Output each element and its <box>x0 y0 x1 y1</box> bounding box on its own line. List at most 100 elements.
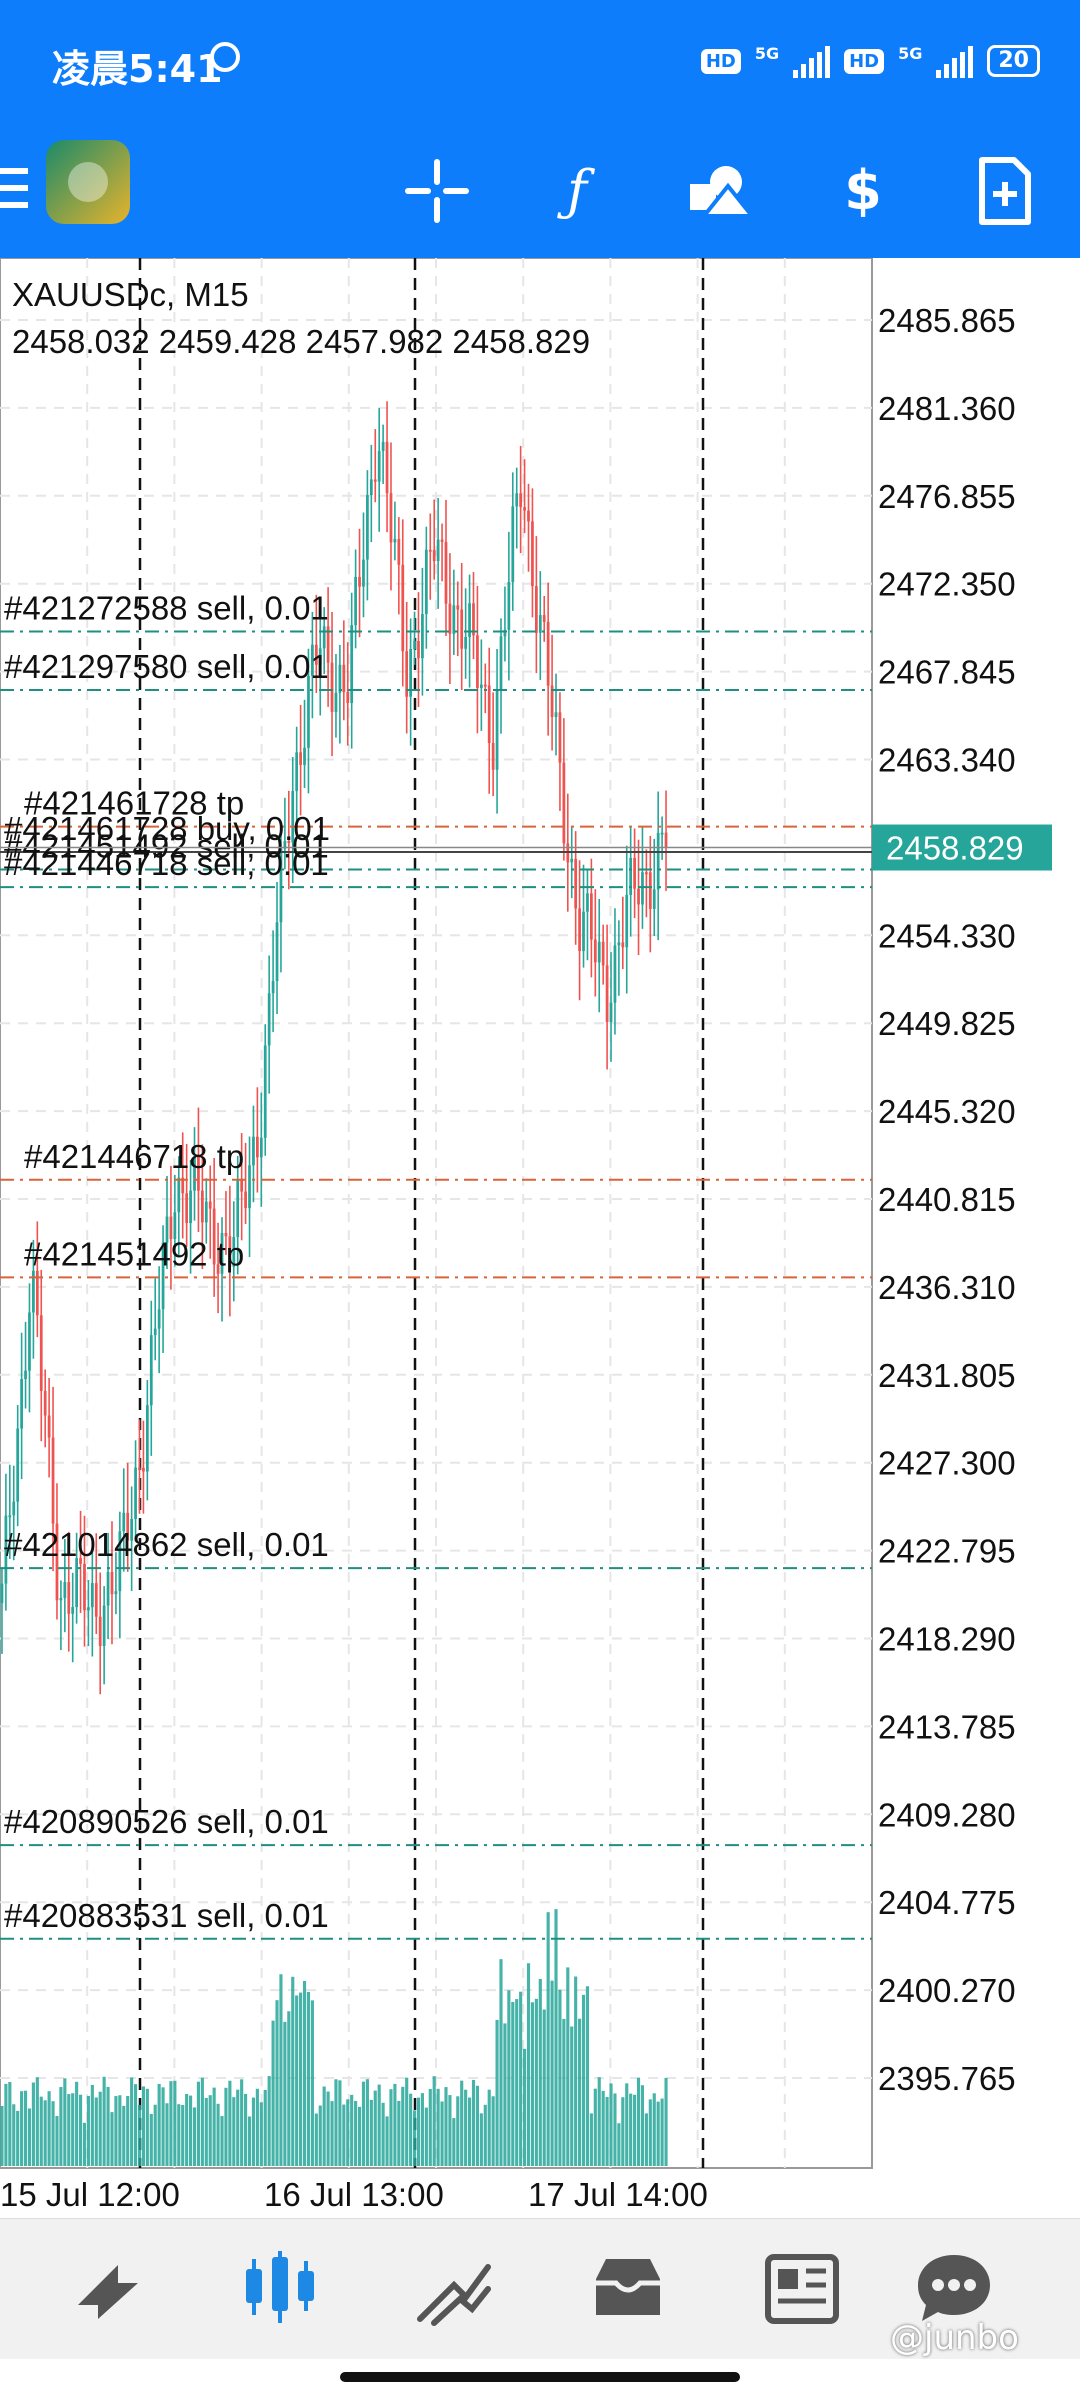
trade-icon[interactable] <box>414 2249 494 2329</box>
candle-body <box>24 1370 27 1380</box>
current-price-label: 2458.829 <box>886 830 1024 867</box>
candle-body <box>366 495 369 560</box>
volume-bar <box>255 2088 259 2166</box>
metatrader-logo-icon[interactable] <box>46 140 130 224</box>
candle-body <box>197 1156 200 1191</box>
volume-bar <box>78 2094 83 2166</box>
volume-bar <box>130 2077 134 2166</box>
candle-body <box>523 507 526 511</box>
candle-body <box>291 791 295 843</box>
volume-bar <box>287 2011 291 2166</box>
time-tick-label: 15 Jul 12:00 <box>0 2176 180 2213</box>
volume-bar <box>617 2123 621 2166</box>
volume-bar <box>161 2087 165 2166</box>
volume-bar <box>385 2116 389 2166</box>
candle-body <box>161 1242 165 1310</box>
volume-bar <box>444 2087 448 2166</box>
volume-bar <box>306 1991 311 2166</box>
volume-bar <box>279 1974 283 2166</box>
volume-bar <box>291 1976 295 2166</box>
candle-body <box>507 582 511 630</box>
volume-bar <box>275 2000 279 2166</box>
chart-icon[interactable] <box>240 2249 320 2329</box>
candle-body <box>55 1523 59 1601</box>
candle-body <box>43 1390 47 1416</box>
price-chart[interactable]: #421272588 sell, 0.01 #421297580 sell, 0.… <box>0 258 1080 2218</box>
candle-body <box>271 981 275 994</box>
price-tick-label: 2427.300 <box>878 1445 1016 1482</box>
candle-body <box>126 1512 130 1541</box>
candle-body <box>83 1563 86 1611</box>
candle-body <box>354 576 357 626</box>
candle-body <box>326 626 330 663</box>
volume-bar <box>31 2082 35 2166</box>
indicators-f-icon[interactable]: ƒ <box>567 159 587 222</box>
candle-body <box>8 1515 12 1518</box>
crosshair-icon[interactable] <box>402 156 472 226</box>
symbol-header: XAUUSDc, M15 <box>12 276 249 313</box>
candle-body <box>314 644 318 665</box>
candle-body <box>71 1607 75 1614</box>
candle-body <box>338 664 342 693</box>
candle-body <box>98 1616 102 1646</box>
candle-body <box>142 1467 145 1472</box>
volume-bar <box>621 2097 625 2166</box>
home-indicator[interactable] <box>340 2372 740 2382</box>
volume-bar <box>593 2088 597 2166</box>
objects-icon[interactable] <box>686 156 757 226</box>
price-tick-label: 2454.330 <box>878 917 1016 954</box>
volume-bar <box>47 2091 51 2166</box>
volume-bar <box>452 2118 456 2166</box>
hd-badge-2: HD <box>844 48 885 74</box>
volume-bar <box>574 1976 578 2166</box>
volume-bar <box>515 1999 519 2166</box>
candle-body <box>495 689 499 770</box>
candle-body <box>232 1237 236 1267</box>
candle-body <box>200 1190 204 1223</box>
candle-body <box>601 941 605 966</box>
price-tick-label: 2485.865 <box>878 302 1016 339</box>
volume-bar <box>75 2081 79 2166</box>
messages-icon[interactable] <box>914 2249 994 2329</box>
order-line-label: #421451492 tp <box>24 1235 244 1272</box>
volume-bar <box>570 2026 574 2166</box>
price-tick-label: 2481.360 <box>878 390 1016 427</box>
network-type: 5G <box>754 44 780 63</box>
volume-bar <box>122 2105 126 2166</box>
order-lines[interactable]: #421272588 sell, 0.01 #421297580 sell, 0.… <box>0 590 872 1940</box>
volume-bar <box>16 2110 20 2166</box>
trade-dollar-icon[interactable]: $ <box>844 159 882 222</box>
price-tick-label: 2404.775 <box>878 1884 1016 1921</box>
volume-bar <box>578 2018 582 2166</box>
volume-bar <box>185 2093 189 2166</box>
history-icon[interactable] <box>588 2249 668 2329</box>
price-tick-label: 2418.290 <box>878 1621 1016 1658</box>
candle-body <box>409 648 412 697</box>
quotes-icon[interactable] <box>68 2249 148 2329</box>
candle-body <box>110 1571 114 1595</box>
candle-body <box>538 615 542 633</box>
volume-bar <box>192 2107 197 2166</box>
candle-body <box>248 1165 251 1209</box>
candle-body <box>487 685 491 744</box>
chart-svg[interactable]: #421272588 sell, 0.01 #421297580 sell, 0.… <box>0 258 1080 2218</box>
candle-body <box>169 1216 173 1240</box>
volume-bar <box>499 1959 503 2166</box>
volume-bar <box>51 2101 55 2166</box>
volume-bar <box>597 2077 601 2166</box>
candle-body <box>515 493 519 507</box>
new-order-icon[interactable] <box>970 156 1040 226</box>
volume-bar <box>220 2116 224 2166</box>
candle-body <box>311 644 314 676</box>
volume-bar <box>346 2099 350 2166</box>
volume-bar <box>471 2079 476 2166</box>
menu-icon[interactable] <box>0 168 28 208</box>
candle-body <box>629 857 633 895</box>
candle-body <box>633 857 636 889</box>
candle-body <box>20 1379 23 1429</box>
volume-bar <box>71 2093 75 2166</box>
price-axis: 2485.865 2481.360 2476.855 2472.350 2467.845… <box>878 302 1016 2097</box>
news-icon[interactable] <box>762 2249 842 2329</box>
volume-bar <box>39 2096 43 2166</box>
price-tick-label: 2436.310 <box>878 1269 1016 1306</box>
